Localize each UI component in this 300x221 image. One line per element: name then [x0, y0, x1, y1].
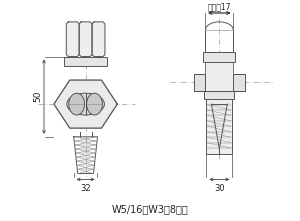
- Bar: [205, 91, 234, 99]
- Ellipse shape: [69, 93, 85, 115]
- Bar: [206, 61, 233, 91]
- Polygon shape: [54, 80, 117, 128]
- Bar: [203, 51, 235, 61]
- Ellipse shape: [87, 93, 102, 115]
- Bar: [64, 57, 107, 67]
- Text: 30: 30: [214, 184, 225, 193]
- Bar: [233, 74, 245, 91]
- Ellipse shape: [67, 93, 104, 115]
- Polygon shape: [92, 22, 105, 57]
- Text: 50: 50: [34, 91, 43, 102]
- Text: 二面幁17: 二面幁17: [208, 2, 231, 11]
- Text: 32: 32: [80, 184, 91, 193]
- Bar: [194, 74, 206, 91]
- Text: W5/16・W3／8共通: W5/16・W3／8共通: [112, 204, 188, 214]
- Polygon shape: [66, 22, 79, 57]
- Polygon shape: [79, 22, 92, 57]
- Bar: [206, 99, 232, 154]
